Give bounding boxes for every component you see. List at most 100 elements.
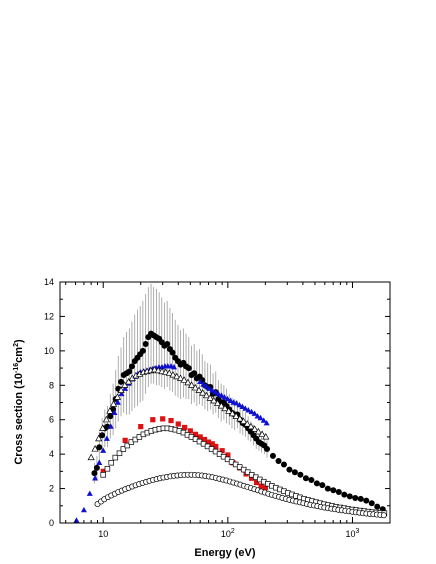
open-triangle-point (247, 422, 255, 430)
filled-circle-point (191, 370, 198, 377)
filled-square-point (209, 441, 215, 447)
filled-triangle-point (86, 490, 93, 496)
open-triangle-point (113, 393, 122, 400)
filled-circle-point (330, 487, 337, 494)
open-triangle-point (206, 394, 214, 401)
filled-circle-point (164, 340, 171, 347)
filled-triangle-point (197, 378, 204, 385)
open-triangle-point (158, 367, 166, 375)
filled-triangle-point (242, 405, 249, 411)
open-triangle-point (243, 420, 251, 427)
filled-square-point (248, 475, 255, 481)
x-tick-labels: 10 102 103 (98, 528, 359, 539)
filled-circle-point (357, 495, 364, 502)
open-triangle-point (180, 376, 188, 383)
filled-circle-point (185, 365, 192, 372)
open-square-point (104, 466, 111, 472)
filled-triangle-point (239, 403, 246, 410)
filled-square-point (197, 434, 203, 440)
open-triangle-point (254, 427, 262, 435)
filled-square-point (182, 424, 188, 431)
filled-square-point (253, 479, 260, 486)
filled-triangle-point (236, 401, 243, 408)
filled-triangle-point (200, 381, 207, 387)
filled-square-point (213, 443, 219, 449)
y-tick-label: 12 (44, 311, 54, 321)
open-square-point (112, 454, 119, 461)
open-square-point (108, 460, 115, 466)
open-triangle-point (121, 381, 129, 388)
y-axis-title-close: ) (13, 339, 25, 343)
open-triangle-point (191, 383, 199, 391)
filled-triangle-point (227, 397, 234, 403)
filled-triangle-point (218, 392, 225, 398)
open-triangle-point (213, 399, 222, 406)
y-axis-title-main: Cross section (10 (13, 373, 25, 465)
filled-triangle-point (251, 410, 258, 416)
filled-circle-point (324, 485, 331, 492)
filled-circle-point (286, 466, 293, 473)
y-tick-label: 0 (49, 518, 54, 528)
open-triangle-point (217, 402, 225, 409)
filled-triangle-point (212, 388, 219, 395)
filled-triangle-point (221, 394, 228, 400)
y-tick-label: 2 (49, 484, 54, 494)
filled-square-point (258, 483, 264, 489)
y-tick-label: 10 (44, 346, 54, 356)
filled-square-point (201, 436, 208, 443)
open-triangle-point (95, 434, 103, 442)
filled-circle-point (319, 482, 326, 489)
data-points (73, 330, 388, 523)
x-tick-label-base: 10 (98, 529, 108, 539)
open-triangle-point (232, 412, 240, 419)
open-triangle-point (165, 369, 173, 376)
filled-circle-point (169, 349, 176, 356)
filled-square-point (100, 468, 106, 474)
open-triangle-point (262, 433, 270, 440)
filled-square-point (122, 437, 128, 443)
filled-circle-point (368, 500, 375, 507)
open-triangle-point (91, 445, 99, 452)
filled-circle-point (335, 489, 342, 496)
open-triangle-point (154, 366, 162, 374)
open-triangle-point (184, 378, 192, 386)
open-triangle-point (199, 389, 207, 396)
open-triangle-point (169, 371, 177, 378)
open-triangle-point (210, 396, 218, 404)
filled-circle-point (142, 340, 149, 347)
open-triangle-point (188, 381, 196, 388)
y-axis-title-exp1: -16 (13, 363, 20, 373)
x-tick-label: 103 (346, 528, 360, 539)
filled-circle-point (291, 469, 298, 476)
x-tick-label-base: 10 (346, 529, 356, 539)
filled-triangle-point (260, 417, 267, 423)
filled-circle-point (302, 475, 309, 482)
filled-circle-point (264, 445, 271, 452)
open-triangle-point (99, 424, 107, 431)
filled-circle-point (96, 444, 103, 451)
x-tick-label-exponent: 3 (356, 528, 360, 535)
filled-triangle-point (233, 400, 240, 406)
filled-triangle-point (73, 517, 80, 523)
x-tick-label: 102 (221, 528, 235, 539)
filled-triangle-point (171, 364, 178, 370)
filled-square-point (205, 439, 212, 445)
filled-triangle-point (114, 399, 121, 405)
filled-circle-point (99, 432, 106, 439)
open-circle-point (380, 512, 387, 519)
filled-triangle-point (203, 382, 210, 389)
filled-triangle-point (215, 390, 222, 397)
filled-triangle-point (245, 407, 252, 413)
filled-triangle-point (122, 385, 129, 391)
filled-triangle-point (206, 385, 213, 391)
filled-circle-point (139, 347, 146, 354)
y-tick-label: 14 (44, 277, 54, 287)
filled-circle-point (91, 470, 98, 477)
open-triangle-point (236, 414, 244, 422)
filled-triangle-point (257, 414, 264, 421)
filled-square-point (150, 417, 156, 423)
filled-triangle-point (100, 447, 107, 453)
filled-circle-point (275, 458, 282, 465)
open-triangle-point (228, 409, 237, 417)
y-tick-label: 4 (49, 449, 54, 459)
